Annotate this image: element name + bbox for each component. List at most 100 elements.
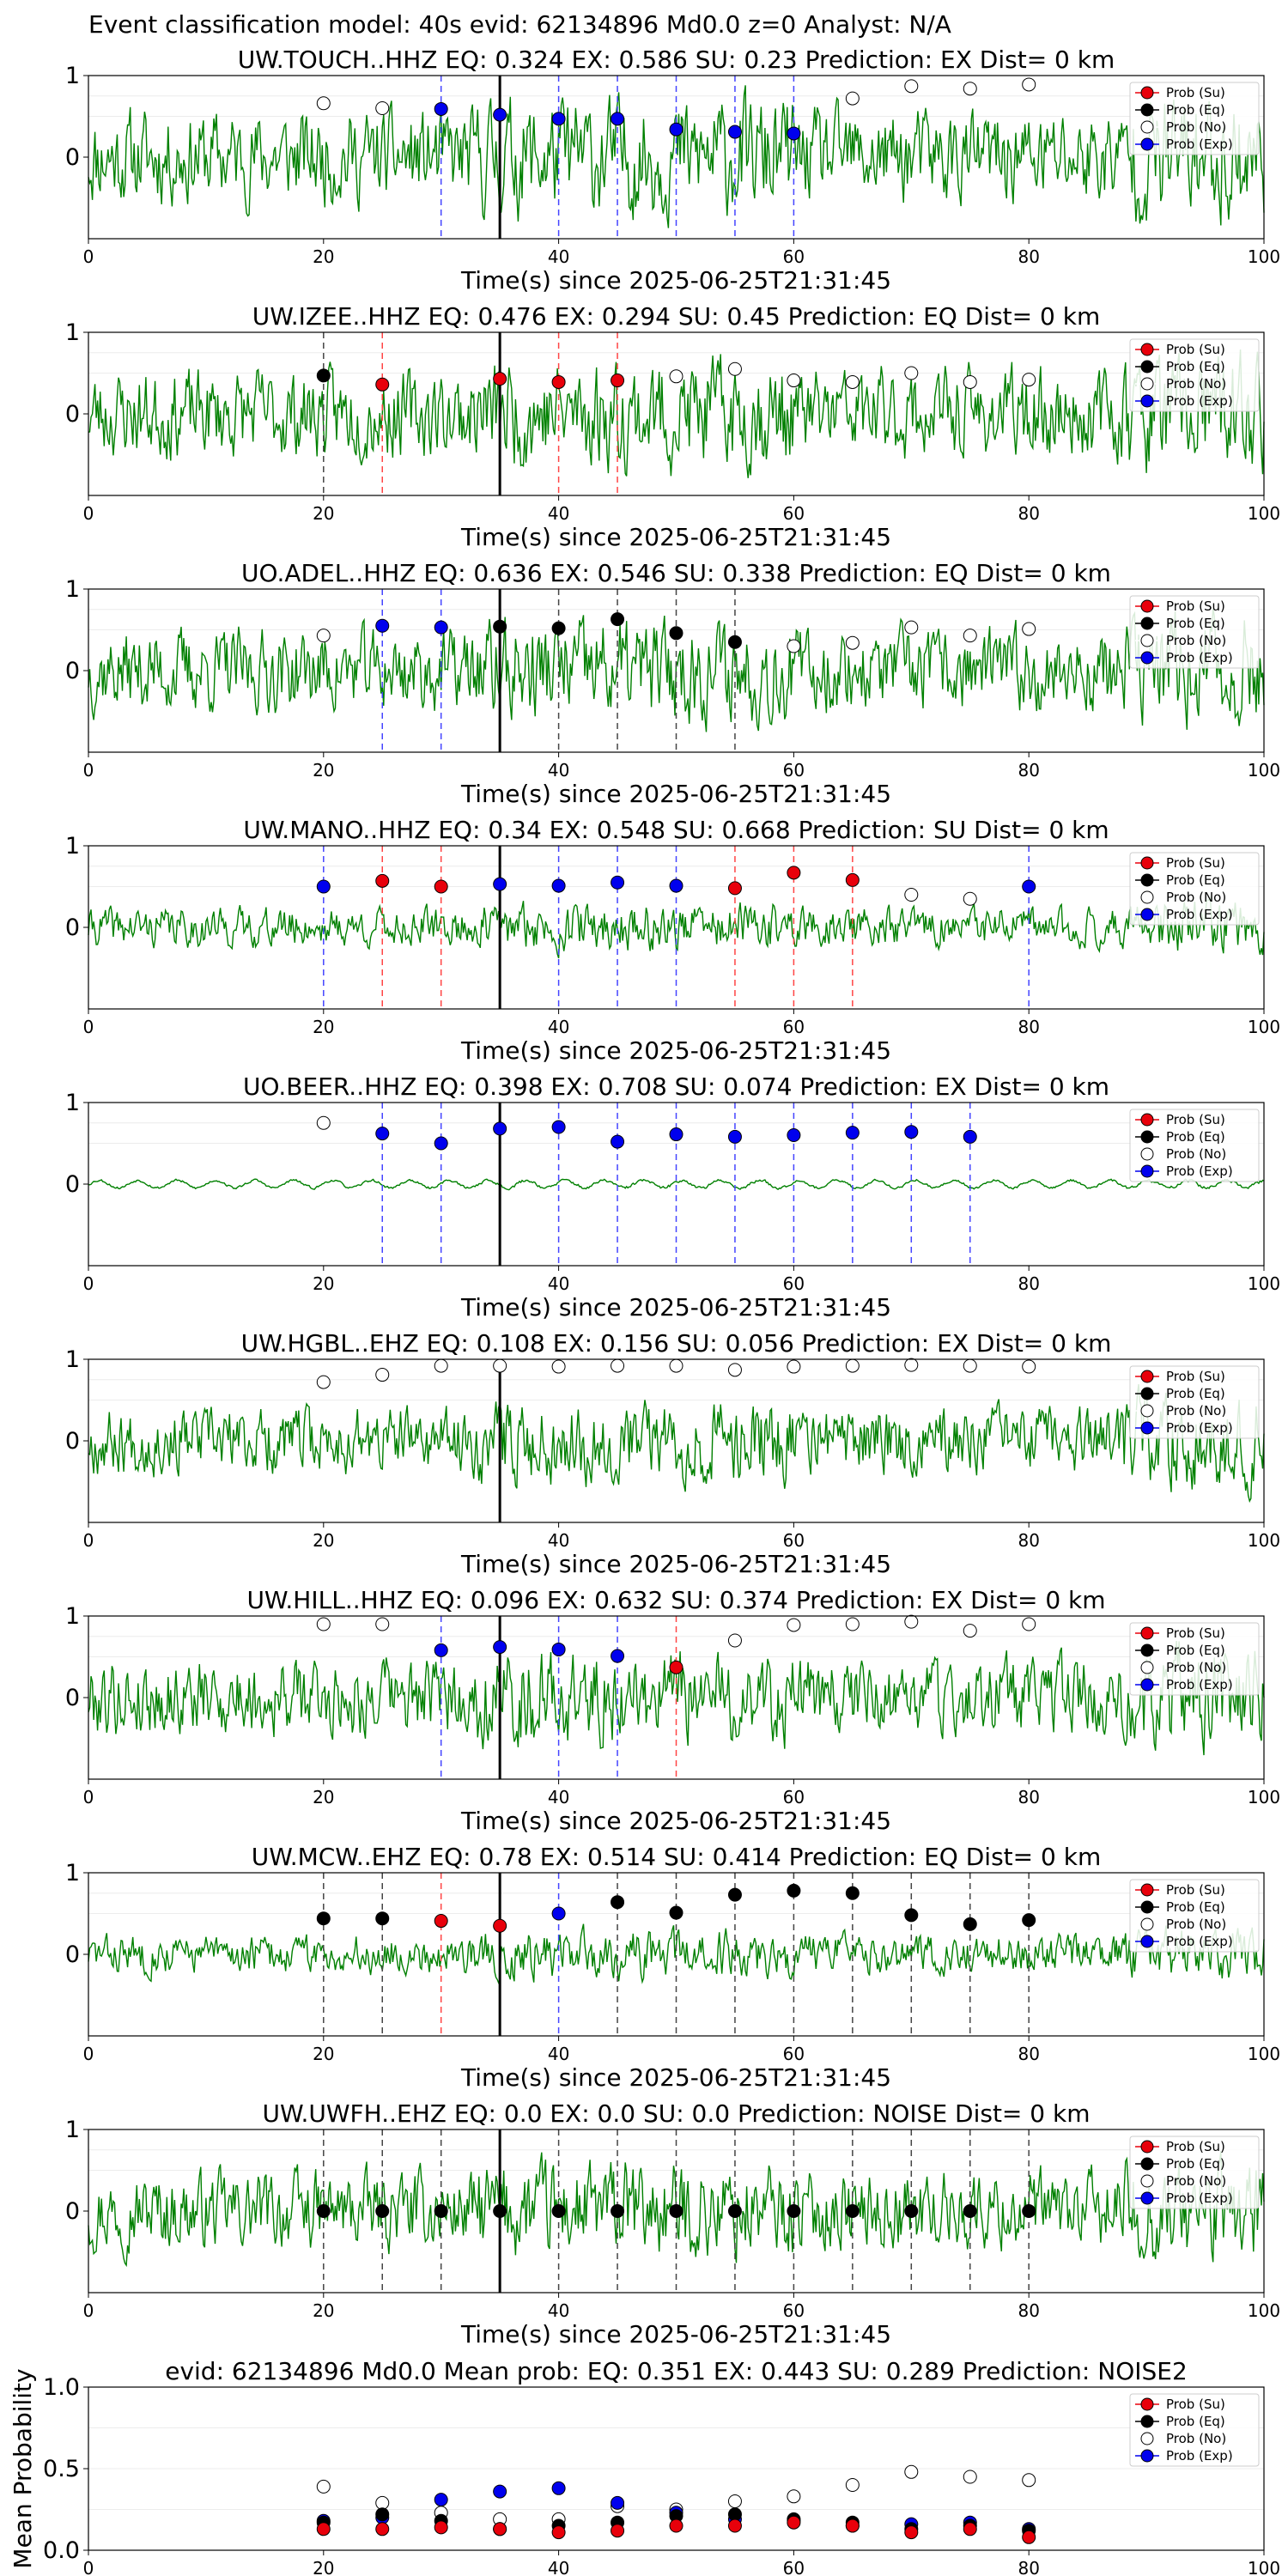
x-tick-label: 80 — [1018, 2558, 1039, 2576]
prob-marker-no — [787, 374, 801, 388]
legend-marker-exp — [1140, 137, 1154, 151]
x-axis-label: Time(s) since 2025-06-25T21:31:45 — [460, 2063, 891, 2092]
prob-marker-exp — [669, 122, 683, 137]
x-axis-label: Time(s) since 2025-06-25T21:31:45 — [460, 1036, 891, 1065]
legend-box — [1129, 1109, 1260, 1182]
x-axis-label: Time(s) since 2025-06-25T21:31:45 — [460, 1550, 891, 1578]
x-axis-label: Time(s) since 2025-06-25T21:31:45 — [460, 1293, 891, 1321]
mean-prob-marker-su — [727, 2518, 742, 2533]
y-tick-label: 0.0 — [43, 2537, 80, 2564]
legend-label-eq: Prob (Eq) — [1166, 2414, 1225, 2429]
legend-label-su: Prob (Su) — [1166, 855, 1225, 871]
prob-marker-no — [845, 91, 860, 106]
x-axis-label: Time(s) since 2025-06-25T21:31:45 — [460, 523, 891, 551]
legend-label-su: Prob (Su) — [1166, 85, 1225, 100]
x-tick-label: 0 — [83, 760, 94, 781]
legend-marker-no — [1140, 2174, 1154, 2188]
legend-marker-exp — [1140, 1935, 1154, 1948]
prob-marker-exp — [316, 879, 331, 894]
x-tick-label: 20 — [313, 246, 334, 267]
waveform-trace — [88, 1384, 1265, 1504]
legend-label-su: Prob (Su) — [1166, 2139, 1225, 2154]
panel-title: UW.IZEE..HHZ EQ: 0.476 EX: 0.294 SU: 0.4… — [252, 302, 1100, 331]
legend-label-su: Prob (Su) — [1166, 1112, 1225, 1127]
legend-label-no: Prob (No) — [1166, 1146, 1226, 1162]
prob-marker-eq — [845, 2204, 860, 2218]
x-axis-label: Time(s) since 2025-06-25T21:31:45 — [460, 780, 891, 808]
legend-box — [1129, 2393, 1260, 2467]
mean-prob-marker-no — [375, 2495, 390, 2510]
prob-marker-su — [375, 873, 390, 888]
legend-box — [1129, 82, 1260, 155]
prob-marker-exp — [551, 1642, 566, 1656]
prob-marker-no — [963, 891, 977, 906]
mean-prob-marker-su — [493, 2522, 507, 2537]
legend-marker-exp — [1140, 1678, 1154, 1692]
legend-label-su: Prob (Su) — [1166, 1625, 1225, 1641]
legend-marker-no — [1140, 120, 1154, 134]
y-tick-label: 1 — [65, 1090, 80, 1116]
x-tick-label: 80 — [1018, 1273, 1039, 1294]
prob-marker-no — [611, 1358, 625, 1373]
prob-marker-exp — [493, 877, 507, 891]
mean-prob-marker-su — [551, 2525, 566, 2540]
x-tick-label: 0 — [83, 1273, 94, 1294]
x-tick-label: 0 — [83, 2300, 94, 2321]
y-axis-label: Mean Probability — [9, 2368, 37, 2568]
y-tick-label: 1 — [65, 833, 80, 860]
legend-label-no: Prob (No) — [1166, 1917, 1226, 1932]
y-tick-label: 0 — [65, 144, 80, 171]
station-panel: UO.BEER..HHZ EQ: 0.398 EX: 0.708 SU: 0.0… — [65, 1072, 1280, 1321]
y-tick-label: 0 — [65, 914, 80, 941]
prob-marker-su — [375, 377, 390, 392]
panel-title: UW.UWFH..EHZ EQ: 0.0 EX: 0.0 SU: 0.0 Pre… — [262, 2099, 1090, 2128]
legend-label-no: Prob (No) — [1166, 2431, 1226, 2446]
mean-prob-marker-su — [904, 2525, 919, 2540]
prob-marker-no — [787, 1359, 801, 1374]
legend-label-exp: Prob (Exp) — [1166, 1934, 1233, 1949]
x-tick-label: 20 — [313, 1787, 334, 1807]
x-tick-label: 80 — [1018, 246, 1039, 267]
prob-marker-no — [904, 366, 919, 380]
x-tick-label: 60 — [783, 1530, 805, 1551]
mean-prob-marker-no — [316, 2479, 331, 2494]
prob-marker-no — [963, 82, 977, 96]
waveform-trace — [88, 896, 1265, 959]
y-tick-label: 0.5 — [43, 2456, 80, 2482]
x-tick-label: 60 — [783, 1273, 805, 1294]
x-tick-label: 100 — [1248, 246, 1280, 267]
x-tick-label: 80 — [1018, 1017, 1039, 1037]
x-tick-label: 80 — [1018, 2044, 1039, 2064]
x-tick-label: 40 — [548, 2044, 569, 2064]
x-tick-label: 20 — [313, 1273, 334, 1294]
prob-marker-exp — [787, 1128, 801, 1142]
prob-marker-exp — [551, 1906, 566, 1921]
x-tick-label: 40 — [548, 503, 569, 524]
legend-label-su: Prob (Su) — [1166, 1369, 1225, 1384]
prob-marker-eq — [669, 626, 683, 641]
prob-marker-no — [316, 1617, 331, 1631]
mean-prob-marker-eq — [375, 2507, 390, 2522]
prob-marker-eq — [1022, 2204, 1036, 2218]
x-tick-label: 0 — [83, 246, 94, 267]
legend-label-eq: Prob (Eq) — [1166, 359, 1225, 374]
legend-marker-eq — [1140, 360, 1154, 374]
x-tick-label: 0 — [83, 1017, 94, 1037]
legend-label-no: Prob (No) — [1166, 1660, 1226, 1675]
y-tick-label: 1 — [65, 1860, 80, 1886]
legend-marker-no — [1140, 1147, 1154, 1161]
legend-box — [1129, 595, 1260, 669]
prob-marker-no — [551, 1359, 566, 1374]
x-axis-label: Time(s) since 2025-06-25T21:31:45 — [460, 1807, 891, 1835]
prob-marker-eq — [727, 2204, 742, 2218]
y-tick-label: 1 — [65, 2117, 80, 2143]
prob-marker-no — [845, 635, 860, 650]
legend-marker-su — [1140, 343, 1154, 356]
prob-marker-eq — [316, 368, 331, 383]
station-panel: UW.IZEE..HHZ EQ: 0.476 EX: 0.294 SU: 0.4… — [65, 302, 1280, 551]
prob-marker-no — [904, 888, 919, 902]
legend-marker-eq — [1140, 2157, 1154, 2171]
x-tick-label: 100 — [1248, 2558, 1280, 2576]
waveform-trace — [88, 85, 1265, 228]
prob-marker-eq — [963, 2204, 977, 2218]
